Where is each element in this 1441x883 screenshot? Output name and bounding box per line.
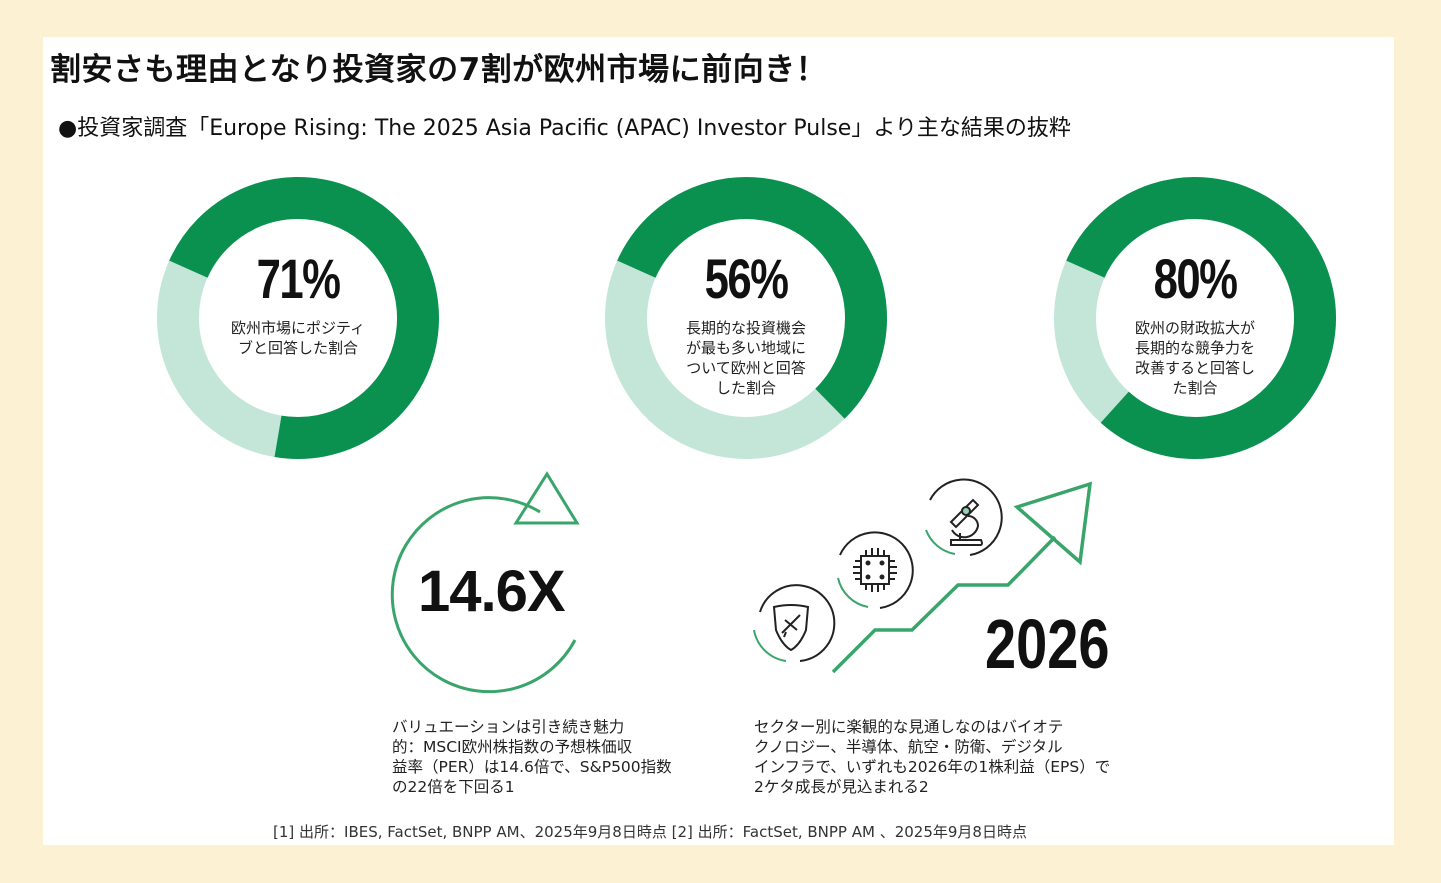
donut-2-value: 56% xyxy=(704,247,789,310)
valuation-description: バリュエーションは引き続き魅力 的：MSCI欧州株指数の予想株価収 益率（PER… xyxy=(392,718,672,796)
sectors-figure: 2026 xyxy=(985,605,1110,683)
donut-3-remainder-slice xyxy=(1054,260,1130,423)
page-subtitle: ●投資家調査「Europe Rising: The 2025 Asia Paci… xyxy=(58,116,1071,141)
cycle-arrow-icon xyxy=(390,471,580,694)
microscope-icon xyxy=(925,478,1003,556)
donut-3-value-slice xyxy=(1066,177,1336,459)
growth-arrow-icon xyxy=(831,481,1093,674)
donut-2-label: 長期的な投資機会が最も多い地域について欧州と回答した割合 xyxy=(685,319,806,397)
donut-3-value: 80% xyxy=(1153,247,1238,310)
shield-airplane-icon xyxy=(753,584,836,662)
donut-2-value-slice xyxy=(617,177,887,419)
valuation-figure: 14.6X xyxy=(418,559,566,624)
donut-1-value-slice xyxy=(169,177,439,459)
donut-3-label: 欧州の財政拡大が長期的な競争力を改善すると回答した割合 xyxy=(1134,319,1255,397)
chip-icon xyxy=(837,531,914,609)
donut-1-remainder-slice xyxy=(157,260,283,458)
sectors-description: セクター別に楽観的な見通しなのはバイオテ クノロジー、半導体、航空・防衛、デジタ… xyxy=(754,718,1111,796)
donut-1-value: 71% xyxy=(256,247,341,310)
source-footnote: [1] 出所：IBES, FactSet, BNPP AM、2025年9月8日時… xyxy=(273,823,1027,841)
donut-1-label: 欧州市場にポジティブと回答した割合 xyxy=(230,319,366,357)
page-title: 割安さも理由となり投資家の7割が欧州市場に前向き！ xyxy=(50,52,828,88)
donut-2-remainder-slice xyxy=(605,260,845,459)
